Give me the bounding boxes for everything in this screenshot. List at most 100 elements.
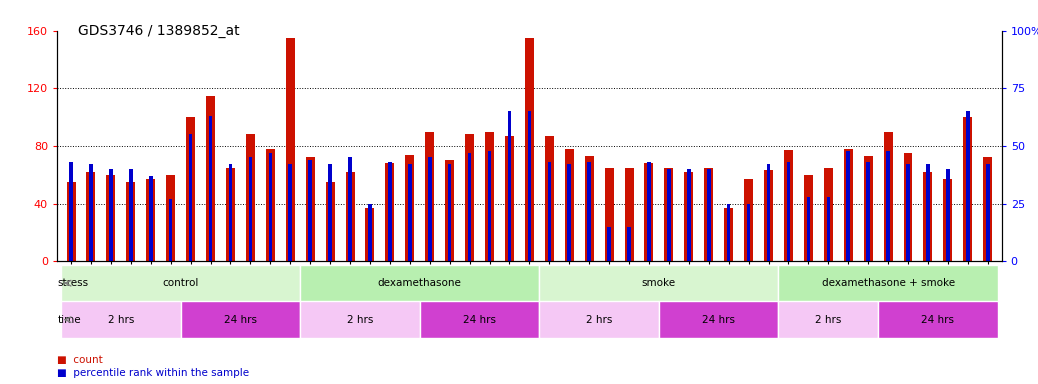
Bar: [468, 153, 471, 261]
Bar: [627, 227, 631, 261]
Bar: [725, 208, 733, 261]
Bar: [540, 301, 659, 338]
Bar: [228, 164, 233, 261]
Bar: [803, 175, 813, 261]
Bar: [547, 162, 551, 261]
Bar: [807, 197, 811, 261]
Bar: [186, 117, 195, 261]
Bar: [285, 38, 295, 261]
Bar: [246, 134, 255, 261]
Bar: [86, 172, 95, 261]
Bar: [346, 172, 355, 261]
Bar: [667, 169, 671, 261]
Bar: [588, 162, 591, 261]
Text: 24 hrs: 24 hrs: [463, 314, 496, 325]
Bar: [568, 164, 571, 261]
Bar: [289, 164, 292, 261]
Bar: [465, 134, 474, 261]
Text: ■  percentile rank within the sample: ■ percentile rank within the sample: [57, 368, 249, 378]
Bar: [704, 167, 713, 261]
Bar: [767, 164, 770, 261]
Bar: [906, 164, 909, 261]
Bar: [305, 157, 315, 261]
Bar: [269, 153, 272, 261]
Text: time: time: [57, 314, 81, 325]
Bar: [886, 151, 890, 261]
Bar: [527, 111, 531, 261]
Text: stress: stress: [57, 278, 88, 288]
Bar: [300, 301, 419, 338]
Text: 24 hrs: 24 hrs: [224, 314, 257, 325]
Bar: [447, 164, 452, 261]
Bar: [129, 169, 133, 261]
Text: control: control: [163, 278, 199, 288]
Text: dexamethasone: dexamethasone: [378, 278, 462, 288]
Bar: [428, 157, 432, 261]
Bar: [565, 149, 574, 261]
Bar: [368, 204, 372, 261]
Bar: [127, 182, 135, 261]
Bar: [926, 164, 930, 261]
Bar: [226, 167, 235, 261]
Bar: [209, 116, 213, 261]
Text: GDS3746 / 1389852_at: GDS3746 / 1389852_at: [78, 25, 240, 38]
Text: 24 hrs: 24 hrs: [702, 314, 735, 325]
Bar: [903, 153, 912, 261]
Bar: [883, 132, 893, 261]
Bar: [746, 204, 750, 261]
Bar: [328, 164, 332, 261]
Bar: [826, 197, 830, 261]
Bar: [778, 301, 878, 338]
Bar: [207, 96, 215, 261]
Bar: [508, 111, 512, 261]
Bar: [867, 162, 870, 261]
Bar: [445, 161, 455, 261]
Bar: [426, 132, 434, 261]
Text: 24 hrs: 24 hrs: [922, 314, 954, 325]
Bar: [248, 157, 252, 261]
Bar: [963, 117, 973, 261]
Bar: [266, 149, 275, 261]
Bar: [388, 162, 391, 261]
Bar: [488, 151, 491, 261]
Bar: [744, 179, 754, 261]
Bar: [764, 170, 773, 261]
Bar: [540, 265, 778, 301]
Bar: [727, 204, 731, 261]
Bar: [308, 160, 312, 261]
Bar: [944, 179, 952, 261]
Text: 2 hrs: 2 hrs: [815, 314, 842, 325]
Bar: [166, 175, 175, 261]
Bar: [169, 199, 172, 261]
Bar: [61, 265, 300, 301]
Bar: [70, 162, 73, 261]
Bar: [864, 156, 873, 261]
Text: 2 hrs: 2 hrs: [347, 314, 374, 325]
Text: smoke: smoke: [641, 278, 676, 288]
Bar: [365, 208, 375, 261]
Bar: [878, 301, 998, 338]
Bar: [61, 301, 181, 338]
Bar: [419, 301, 540, 338]
Text: dexamethasone + smoke: dexamethasone + smoke: [821, 278, 955, 288]
Bar: [66, 182, 76, 261]
Bar: [647, 162, 651, 261]
Bar: [405, 155, 414, 261]
Bar: [844, 149, 852, 261]
Bar: [659, 301, 778, 338]
Bar: [107, 175, 115, 261]
Bar: [784, 150, 793, 261]
Bar: [408, 164, 412, 261]
Bar: [778, 265, 998, 301]
Bar: [824, 167, 832, 261]
Bar: [607, 227, 611, 261]
Bar: [846, 151, 850, 261]
Bar: [300, 265, 540, 301]
Bar: [664, 167, 674, 261]
Bar: [946, 169, 950, 261]
Text: ■  count: ■ count: [57, 355, 103, 365]
Bar: [504, 136, 514, 261]
Bar: [89, 164, 92, 261]
Bar: [146, 179, 156, 261]
Bar: [983, 157, 992, 261]
